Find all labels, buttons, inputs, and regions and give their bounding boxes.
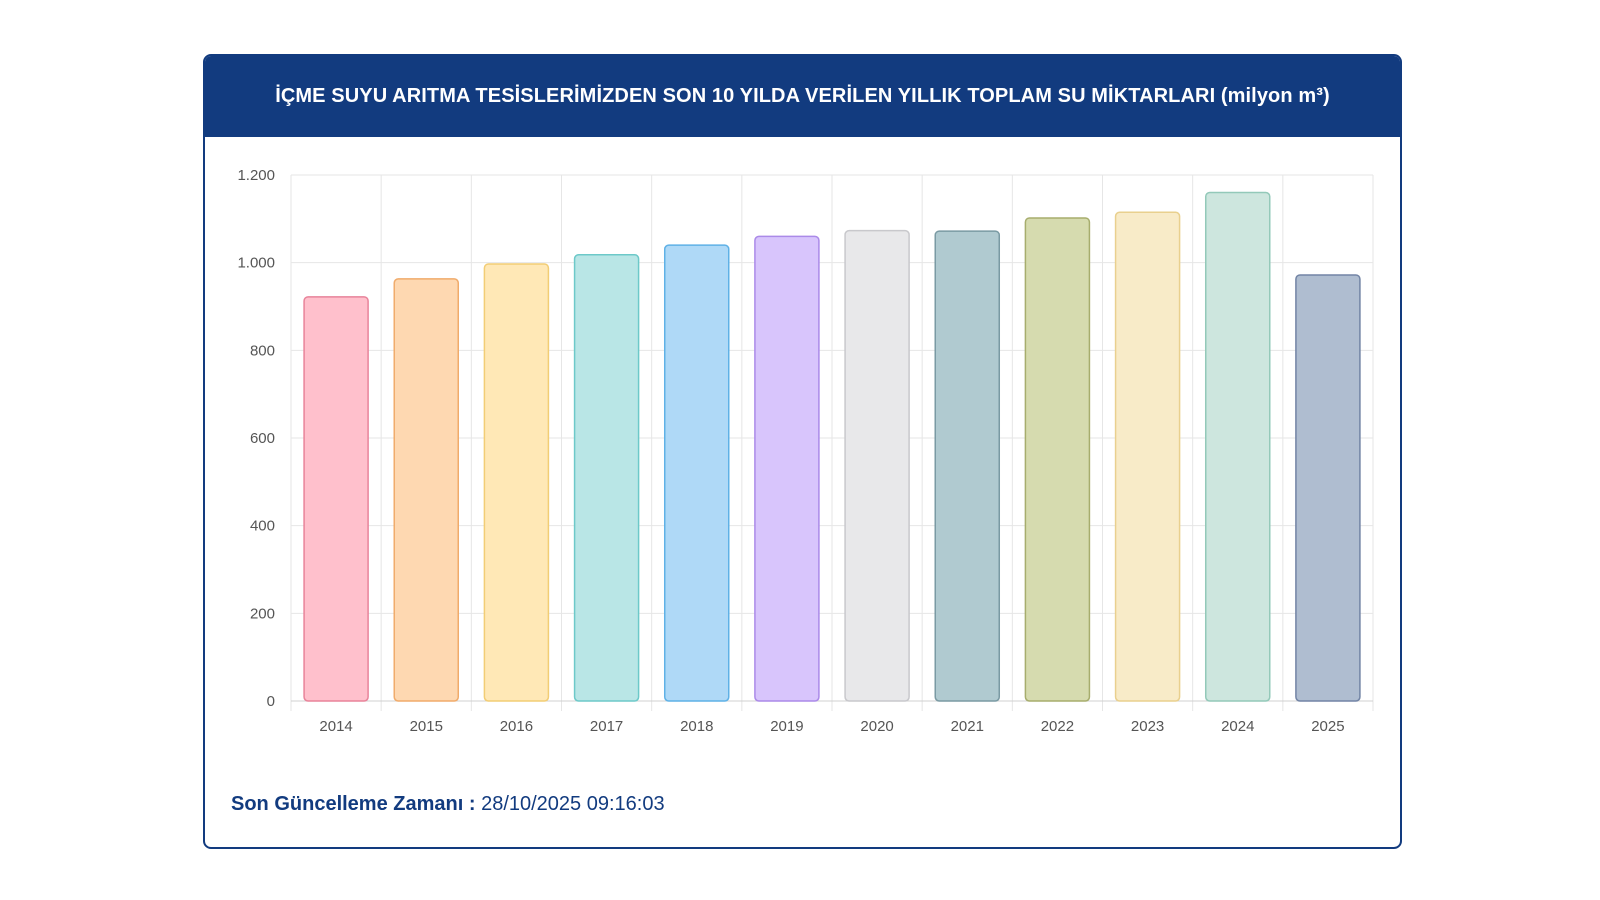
chart-header: İÇME SUYU ARITMA TESİSLERİMİZDEN SON 10 … xyxy=(205,56,1400,137)
bar-2025 xyxy=(1295,274,1361,702)
bar-2021 xyxy=(934,230,1001,702)
chart-title: İÇME SUYU ARITMA TESİSLERİMİZDEN SON 10 … xyxy=(275,85,1330,107)
x-tick-label: 2023 xyxy=(1131,718,1164,735)
bar-2014 xyxy=(303,296,369,702)
last-updated-timestamp: 28/10/2025 09:16:03 xyxy=(481,793,665,815)
x-tick-label: 2020 xyxy=(860,718,893,735)
bar-2016 xyxy=(483,263,550,702)
x-tick-label: 2025 xyxy=(1311,718,1344,735)
x-tick-label: 2016 xyxy=(500,718,533,735)
chart-card: İÇME SUYU ARITMA TESİSLERİMİZDEN SON 10 … xyxy=(203,54,1402,849)
x-tick-label: 2014 xyxy=(319,718,352,735)
bar-2019 xyxy=(754,235,820,702)
bar-2020 xyxy=(844,229,910,702)
bar-2018 xyxy=(663,244,730,702)
x-tick-label: 2021 xyxy=(951,718,984,735)
bar-2023 xyxy=(1114,211,1181,702)
y-tick-label: 400 xyxy=(250,518,275,535)
bar-chart: 0 200 400 600 800 1.000 1.200 2014 2015 2016 2017 2… xyxy=(237,167,1374,735)
y-tick-label: 800 xyxy=(250,342,275,359)
y-tick-label: 1.000 xyxy=(237,255,275,272)
bar-2024 xyxy=(1204,191,1271,702)
y-tick-label: 0 xyxy=(267,693,275,710)
y-tick-label: 1.200 xyxy=(237,167,275,184)
bar-2015 xyxy=(393,278,460,702)
y-tick-label: 200 xyxy=(250,605,275,622)
bar-2017 xyxy=(573,254,640,702)
last-updated-label: Son Güncelleme Zamanı : xyxy=(231,793,476,815)
x-tick-label: 2015 xyxy=(410,718,443,735)
x-tick-label: 2017 xyxy=(590,718,623,735)
y-tick-label: 600 xyxy=(250,430,275,447)
x-tick-label: 2019 xyxy=(770,718,803,735)
x-tick-label: 2024 xyxy=(1221,718,1254,735)
bar-2022 xyxy=(1024,217,1091,702)
last-updated: Son Güncelleme Zamanı : 28/10/2025 09:16… xyxy=(231,793,665,816)
x-tick-label: 2022 xyxy=(1041,718,1074,735)
x-tick-label: 2018 xyxy=(680,718,713,735)
